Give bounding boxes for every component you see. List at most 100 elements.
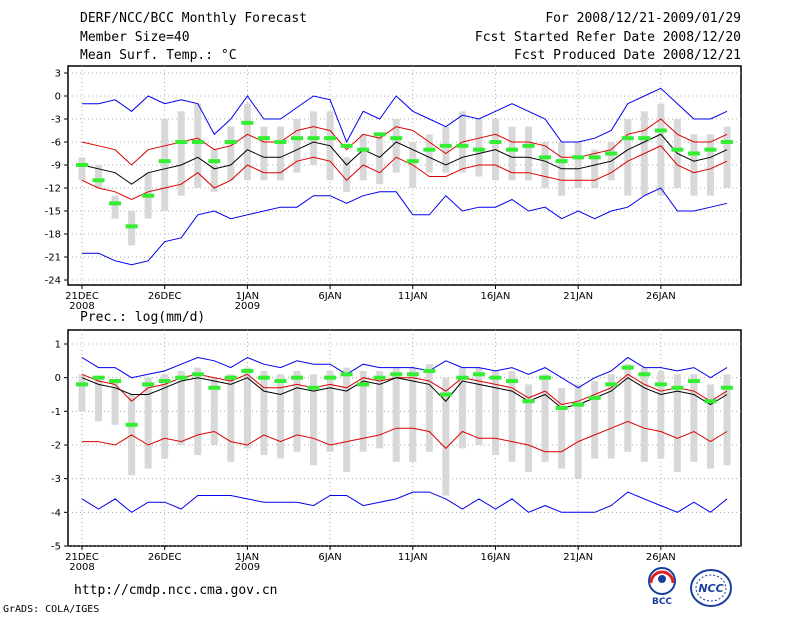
median-marker	[125, 224, 138, 229]
median-marker	[92, 375, 105, 380]
percentile-box	[210, 149, 218, 192]
median-marker	[274, 379, 287, 384]
median-marker	[357, 382, 370, 387]
x-tick-label: 11JAN	[398, 291, 428, 302]
bcc-logo-text: BCC	[652, 597, 672, 606]
percentile-box	[227, 374, 235, 462]
median-marker	[274, 140, 287, 144]
median-marker	[423, 147, 436, 152]
y-tick-label: -9	[51, 161, 61, 172]
median-marker	[638, 136, 651, 141]
median-marker	[406, 372, 419, 377]
median-marker	[721, 385, 733, 390]
median-marker	[704, 399, 717, 404]
percentile-box	[293, 370, 301, 452]
percentile-box	[227, 126, 235, 181]
percentile-box	[442, 377, 450, 496]
series-line-mean	[81, 133, 728, 185]
median-marker	[109, 201, 122, 206]
median-marker	[489, 375, 502, 380]
median-marker	[76, 382, 88, 387]
percentile-box	[475, 367, 483, 445]
series-line-min	[82, 187, 728, 266]
y-tick-label: -4	[51, 508, 61, 519]
percentile-box	[491, 370, 499, 456]
median-marker	[506, 379, 518, 384]
y-tick-label: -1	[51, 407, 61, 418]
y-tick-label: -21	[45, 253, 61, 264]
percentile-box	[690, 134, 698, 196]
percentile-box	[409, 367, 417, 462]
percentile-box	[525, 126, 533, 181]
median-marker	[224, 140, 237, 144]
source-url[interactable]: http://cmdp.ncc.cma.gov.cn	[74, 583, 278, 598]
percentile-box	[591, 149, 599, 188]
y-tick-label: 0	[55, 92, 61, 103]
median-marker	[506, 147, 518, 152]
y-tick-label: -6	[51, 138, 61, 149]
y-tick-label: -18	[45, 230, 61, 241]
median-marker	[125, 422, 138, 427]
median-marker	[307, 385, 320, 390]
median-marker	[539, 155, 552, 160]
y-tick-label: -15	[45, 207, 61, 218]
series-line-p25	[82, 420, 728, 453]
median-marker	[291, 136, 303, 141]
series-line-p75	[81, 118, 728, 166]
series-line-p75	[81, 373, 728, 406]
percentile-box	[425, 364, 433, 452]
y-tick-label: 3	[55, 69, 61, 80]
median-marker	[588, 155, 601, 160]
median-marker	[605, 151, 618, 156]
median-marker	[191, 140, 204, 144]
percentile-box	[161, 374, 169, 459]
median-marker	[373, 375, 386, 380]
x-tick-label: 16JAN	[481, 552, 511, 563]
percentile-box	[276, 126, 284, 181]
y-tick-label: -3	[51, 115, 61, 126]
percentile-box	[690, 374, 698, 462]
x-tick-year: 2009	[235, 562, 260, 573]
percentile-box	[624, 119, 632, 196]
percentile-box	[343, 367, 351, 472]
median-marker	[456, 143, 469, 148]
percentile-box	[392, 119, 400, 173]
percentile-box	[293, 119, 301, 173]
ncc-logo-text: NCC	[698, 582, 723, 595]
percentile-box	[276, 374, 284, 459]
median-marker	[621, 365, 634, 370]
median-marker	[654, 128, 667, 133]
x-tick-year: 2008	[69, 562, 94, 573]
percentile-box	[624, 364, 632, 452]
median-marker	[175, 140, 188, 144]
percentile-box	[177, 111, 185, 196]
chart-title: DERF/NCC/BCC Monthly Forecast	[80, 11, 307, 26]
x-tick-label: 26JAN	[646, 291, 676, 302]
y-tick-label: -3	[51, 474, 61, 485]
median-marker	[224, 375, 237, 380]
median-marker	[241, 120, 254, 125]
percentile-box	[95, 377, 103, 422]
median-marker	[92, 178, 105, 183]
forecast-period: For 2008/12/21-2009/01/29	[545, 11, 741, 26]
percentile-box	[591, 381, 599, 459]
median-marker	[439, 392, 452, 397]
x-tick-label: 6JAN	[318, 291, 341, 302]
median-marker	[555, 159, 568, 164]
median-marker	[291, 375, 303, 380]
x-tick-label: 21JAN	[563, 291, 593, 302]
median-marker	[638, 372, 651, 377]
median-marker	[472, 147, 485, 152]
percentile-box	[310, 374, 318, 466]
member-size-label: Member Size=40	[80, 30, 190, 45]
x-tick-label: 21JAN	[563, 552, 593, 563]
refer-date: Fcst Started Refer Date 2008/12/20	[474, 30, 741, 45]
x-tick-label: 1JAN	[236, 552, 259, 563]
percentile-box	[508, 126, 516, 181]
percentile-box	[458, 367, 466, 449]
median-marker	[340, 372, 353, 377]
median-marker	[76, 163, 88, 167]
median-marker	[158, 379, 171, 384]
